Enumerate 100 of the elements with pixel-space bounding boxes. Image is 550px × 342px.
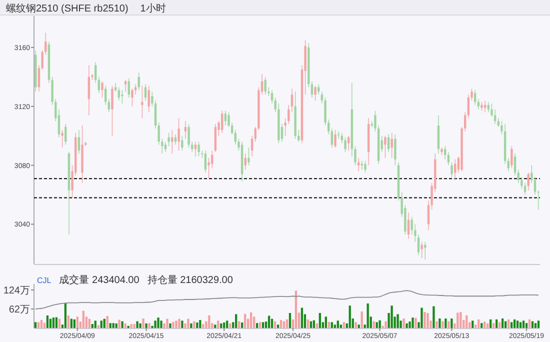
candlestick [141,85,144,119]
candlestick [204,150,207,174]
text: CJL [37,276,52,285]
candlestick [314,85,316,101]
bar [448,321,450,328]
candlestick [124,80,127,92]
bar [157,318,160,328]
bar [214,324,216,328]
bar [175,320,178,328]
candlestick [248,147,250,166]
bar [360,311,363,328]
bar [406,323,408,328]
bar [510,322,513,328]
bar [88,318,90,328]
bar [217,320,220,328]
bar [67,315,70,328]
bar [258,322,262,328]
bar [328,322,330,328]
bar [372,321,375,328]
bar [358,324,360,328]
candlestick [420,242,423,258]
bar [492,323,495,328]
bar [384,321,387,328]
bar [426,312,429,328]
candlestick [514,153,516,176]
bar [336,320,339,328]
bar [252,316,256,328]
bar [229,323,232,328]
candlestick [477,98,480,110]
bar [444,318,447,328]
candlestick [168,132,170,147]
bar [460,312,462,328]
y-tick-label: 62万 [8,304,30,316]
candlestick [394,134,396,166]
candlestick [224,110,227,126]
bar [504,321,507,328]
bar [316,323,318,328]
candlestick [334,130,336,148]
candlestick [211,150,214,169]
candlestick [328,119,330,135]
bar [390,306,393,328]
bar [486,323,489,328]
bar [184,323,186,328]
bar [208,315,210,328]
candlestick [161,138,164,154]
bar [76,316,78,328]
y-tick-label: 124万 [3,285,30,296]
candlestick [357,158,360,172]
chart-subtitle: 1小时 [140,2,166,14]
candlestick [284,118,286,136]
bar [73,319,76,328]
bar [306,319,310,328]
bar [480,323,483,328]
bar [58,318,61,328]
bar [330,322,333,328]
bar [414,318,417,328]
candlestick [121,90,124,104]
bar [424,312,426,328]
candlestick [61,130,64,148]
bar [537,320,540,328]
bar [420,308,423,328]
candlestick [410,216,413,235]
candlestick [184,120,187,140]
bar [226,320,228,328]
bar [300,308,304,328]
bar [187,318,190,328]
bar [354,322,357,328]
bar [124,323,126,328]
bar [312,320,316,328]
bar [490,319,492,328]
candlestick [191,141,194,152]
bar [412,318,414,328]
bar [525,323,528,328]
bar [142,318,144,328]
candlestick [214,124,217,152]
bar [528,319,531,328]
bar [52,318,55,328]
bar [139,323,142,328]
candlestick [467,94,470,119]
bar [366,303,369,328]
bar [472,320,474,328]
bar [442,321,444,328]
bar [438,318,441,328]
bar [286,319,288,328]
candlestick [104,85,107,106]
bar [450,318,453,328]
bar [324,316,327,328]
bar [531,321,534,328]
bar [112,323,114,328]
bar [244,314,246,328]
candlestick [447,152,450,166]
candlestick [474,90,476,106]
bar [118,320,120,328]
candlestick [507,158,510,172]
bar [133,324,136,328]
bar [378,320,381,328]
bar [109,323,112,328]
bar [534,323,537,328]
bar [199,320,202,328]
candlestick [244,153,246,170]
